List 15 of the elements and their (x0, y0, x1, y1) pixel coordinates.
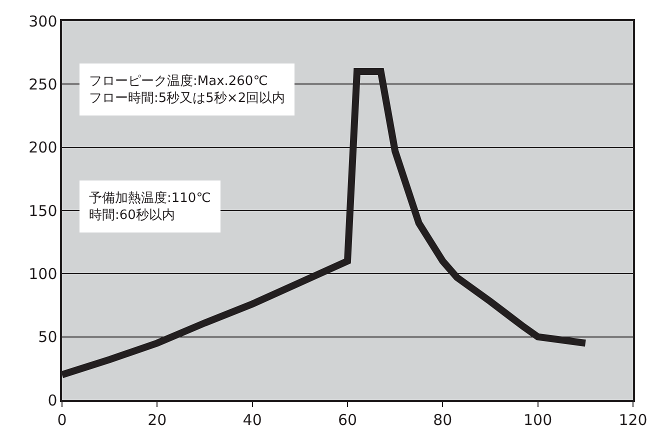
x-tick-label: 120 (618, 410, 648, 429)
y-tick-label: 100 (28, 264, 58, 283)
x-tick-label: 100 (524, 410, 552, 429)
annotation: 予備加熱温度:110℃ 時間:60秒以内 (89, 190, 211, 223)
x-tick-label: 40 (242, 410, 262, 429)
y-tick-label: 50 (38, 328, 58, 346)
y-tick-label: 300 (28, 12, 58, 30)
x-tick-label: 20 (148, 410, 167, 429)
x-tick-label: 80 (433, 410, 452, 429)
annotation: フローピーク温度:Max.260℃ フロー時間:5秒又は5秒×2回以内 (89, 73, 286, 106)
x-tick-label: 60 (338, 410, 358, 429)
y-tick-label: 250 (28, 75, 58, 94)
y-tick-label: 200 (28, 138, 58, 157)
y-tick-label: 150 (28, 202, 58, 220)
y-tick-label: 0 (48, 391, 58, 410)
